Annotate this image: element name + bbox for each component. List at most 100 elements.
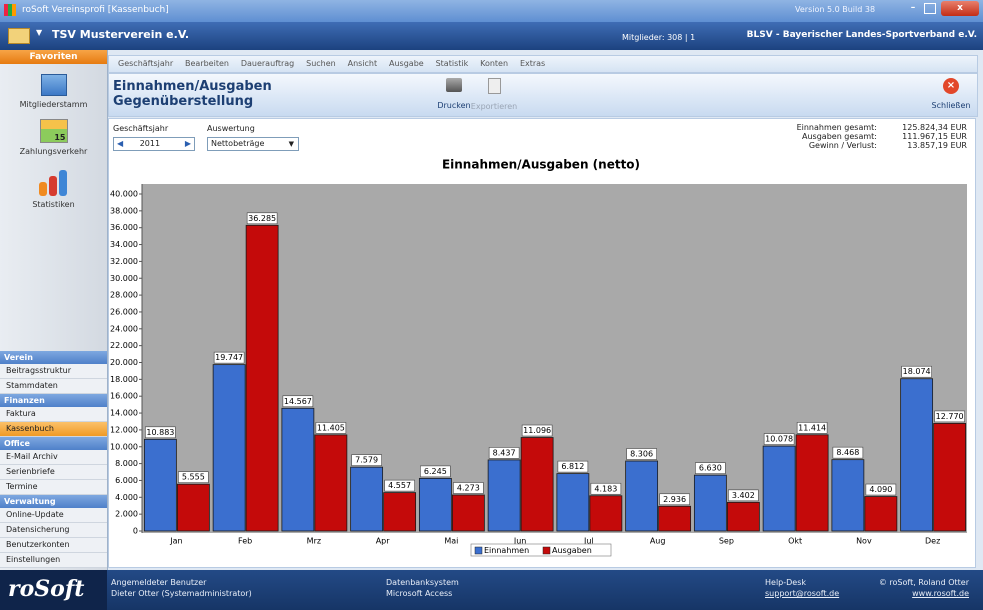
legend: Einnahmen Ausgaben [470, 543, 612, 557]
favorite-item[interactable]: Mitgliederstamm [0, 74, 107, 109]
menu-item[interactable]: Ansicht [347, 59, 378, 68]
menu-item[interactable]: Dauerauftrag [240, 59, 295, 68]
nav-item[interactable]: Faktura [0, 407, 107, 422]
y-tick-label: 4.000 [115, 493, 138, 502]
favorite-item[interactable]: Statistiken [0, 170, 107, 209]
bar [795, 434, 829, 532]
menu-item[interactable]: Bearbeiten [185, 59, 229, 68]
data-label-text: 19.747 [215, 353, 243, 362]
website-link[interactable]: www.rosoft.de [912, 589, 969, 598]
data-label: 11.414 [796, 422, 828, 434]
maximize-button[interactable] [924, 3, 936, 14]
year-spinner[interactable]: ◀ 2011 ▶ [113, 137, 195, 151]
close-button[interactable]: × Schließen [927, 78, 975, 110]
nav-item[interactable]: Serienbriefe [0, 465, 107, 480]
y-tick-label: 10.000 [110, 442, 138, 451]
data-label-text: 8.306 [630, 450, 653, 459]
nav-item[interactable]: E-Mail Archiv [0, 450, 107, 465]
bar [350, 466, 384, 532]
evaluation-dropdown[interactable]: Nettobeträge ▼ [207, 137, 299, 151]
close-window-button[interactable]: x [941, 1, 979, 16]
data-label-box [178, 471, 209, 483]
nav-item[interactable]: Stammdaten [0, 379, 107, 394]
menu-item[interactable]: Extras [519, 59, 546, 68]
data-label: 4.273 [453, 482, 484, 494]
y-tick-label: 40.000 [110, 190, 138, 199]
data-label-box [832, 446, 864, 459]
y-tick-label: 18.000 [110, 375, 138, 384]
bar [658, 505, 692, 532]
data-label: 6.245 [420, 465, 451, 478]
menu-item[interactable]: Konten [480, 59, 509, 68]
y-tick-label: 0 [133, 527, 138, 536]
close-icon: × [943, 78, 959, 94]
bar [383, 492, 417, 532]
data-label-box [626, 448, 657, 460]
section-header: Finanzen [0, 394, 107, 407]
legend-label: Ausgaben [552, 546, 592, 555]
print-button[interactable]: Drucken [429, 78, 479, 110]
data-label-box [145, 426, 176, 439]
data-label-box [796, 422, 828, 434]
menu-item[interactable]: Suchen [306, 59, 336, 68]
nav-item[interactable]: Datensicherung [0, 523, 107, 538]
bar [143, 438, 177, 532]
data-label-box [521, 424, 553, 437]
data-label-text: 8.468 [836, 448, 859, 457]
data-label: 11.096 [521, 424, 553, 437]
menu-bar: Geschäftsjahr Bearbeiten Dauerauftrag Su… [108, 55, 978, 73]
export-button[interactable]: Exportieren [469, 78, 519, 111]
y-tick-label: 14.000 [110, 409, 138, 418]
data-label-text: 5.555 [182, 473, 205, 482]
bar [245, 224, 279, 532]
page-header: Einnahmen/Ausgaben Gegenüberstellung Dru… [108, 73, 978, 117]
members-icon [40, 74, 67, 96]
y-tick-label: 22.000 [110, 341, 138, 350]
section-header: Office [0, 437, 107, 450]
x-tick-label: Mai [444, 537, 458, 546]
data-label: 5.555 [178, 471, 209, 483]
nav-item-active[interactable]: Kassenbuch [0, 422, 107, 437]
data-label: 3.402 [728, 489, 759, 502]
bar [281, 407, 315, 532]
menu-item[interactable]: Statistik [435, 59, 469, 68]
bar [625, 460, 659, 532]
menu-item[interactable]: Ausgabe [389, 59, 424, 68]
legend-label: Einnahmen [484, 546, 529, 555]
association: BLSV - Bayerischer Landes-Sportverband e… [746, 30, 977, 40]
subtitle-line: Gegenüberstellung [113, 94, 254, 109]
x-tick-label: Nov [856, 537, 872, 546]
data-label-box [901, 365, 932, 378]
year-value: 2011 [139, 139, 161, 148]
x-tick-label: Sep [719, 537, 734, 546]
help-link[interactable]: support@rosoft.de [765, 589, 840, 598]
minimize-button[interactable]: – [910, 3, 916, 13]
dropdown-arrow[interactable]: ▼ [36, 28, 43, 37]
nav-item[interactable]: Termine [0, 480, 107, 495]
x-tick-label: Jan [169, 537, 182, 546]
members-count: Mitglieder: 308 | 1 [622, 33, 696, 42]
bar [520, 437, 554, 532]
nav-item[interactable]: Online-Update [0, 508, 107, 523]
data-label-text: 3.402 [732, 491, 755, 500]
navigation: Verein Beitragsstruktur Stammdaten Finan… [0, 351, 107, 568]
data-label-box [282, 395, 314, 408]
data-label-text: 6.812 [561, 462, 584, 471]
nav-item[interactable]: Beitragsstruktur [0, 364, 107, 379]
x-tick-label: Apr [376, 537, 391, 546]
nav-item[interactable]: Einstellungen [0, 553, 107, 568]
data-label-text: 6.630 [699, 464, 722, 473]
club-name: TSV Musterverein e.V. [52, 28, 190, 41]
data-label-text: 12.770 [936, 412, 964, 421]
menu-item[interactable]: Geschäftsjahr [118, 59, 174, 68]
chart-title: Einnahmen/Ausgaben (netto) [442, 158, 640, 172]
bar [418, 477, 452, 532]
nav-item[interactable]: Benutzerkonten [0, 538, 107, 553]
data-label-box [557, 460, 589, 473]
bar [556, 473, 590, 532]
y-tick-label: 12.000 [110, 425, 138, 434]
favorite-item[interactable]: 15 Zahlungsverkehr [0, 119, 107, 156]
data-label: 10.078 [763, 433, 795, 445]
folder-icon[interactable] [8, 28, 30, 44]
x-tick-label: Mrz [307, 537, 321, 546]
